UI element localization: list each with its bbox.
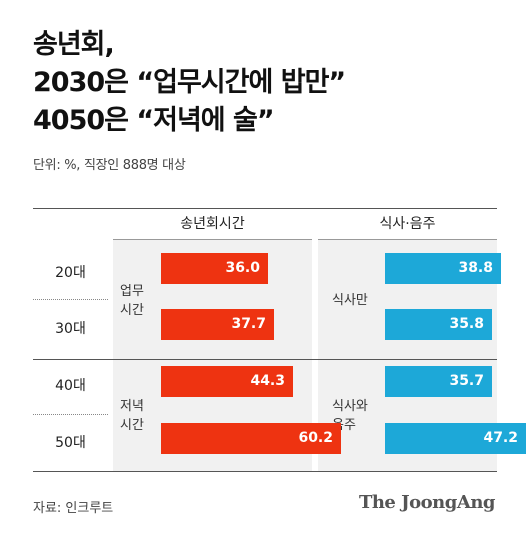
bar-type-4 xyxy=(385,423,526,454)
bar-type-3 xyxy=(385,366,492,397)
row-label-40s: 40대 xyxy=(55,378,86,394)
table-top-rule xyxy=(33,208,497,209)
type-label-meal-only: 식사만 xyxy=(332,293,368,308)
bar-time-1 xyxy=(161,253,268,284)
row-label-20s: 20대 xyxy=(55,265,86,281)
brand-logo: The JoongAng xyxy=(358,492,496,513)
unit-note: 단위: %, 직장인 888명 대상 xyxy=(33,158,186,173)
time-label-work: 업무 시간 xyxy=(120,284,144,318)
bar-value-type-1: 38.8 xyxy=(458,260,493,276)
title-line-1: 송년회, xyxy=(33,29,115,60)
column-header-rule-type xyxy=(318,239,497,240)
bar-value-type-2: 35.8 xyxy=(449,316,484,332)
title-line-2: 2030은 “업무시간에 밥만” xyxy=(33,67,346,98)
row-divider-2 xyxy=(33,414,108,415)
bar-type-2 xyxy=(385,309,492,340)
column-header-time: 송년회시간 xyxy=(180,216,245,232)
bar-value-type-4: 47.2 xyxy=(483,430,518,446)
bar-value-time-1: 36.0 xyxy=(225,260,260,276)
row-label-30s: 30대 xyxy=(55,321,86,337)
bar-value-time-4: 60.2 xyxy=(298,430,333,446)
bar-value-time-2: 37.7 xyxy=(231,316,266,332)
chart-title: 송년회, 2030은 “업무시간에 밥만” 4050은 “저녁에 술” xyxy=(33,26,346,140)
row-divider-1 xyxy=(33,299,108,300)
table-bottom-rule xyxy=(33,471,497,472)
table-middle-rule xyxy=(33,359,497,360)
bar-type-1 xyxy=(385,253,501,284)
title-line-3: 4050은 “저녁에 술” xyxy=(33,105,275,136)
column-header-type: 식사·음주 xyxy=(379,216,436,232)
row-label-50s: 50대 xyxy=(55,435,86,451)
time-label-evening: 저녁 시간 xyxy=(120,399,144,433)
bar-time-4 xyxy=(161,423,341,454)
bar-time-3 xyxy=(161,366,293,397)
bar-value-time-3: 44.3 xyxy=(250,373,285,389)
bar-time-2 xyxy=(161,309,274,340)
source-note: 자료: 인크루트 xyxy=(33,501,114,516)
bar-value-type-3: 35.7 xyxy=(449,373,484,389)
column-header-rule-time xyxy=(113,239,312,240)
